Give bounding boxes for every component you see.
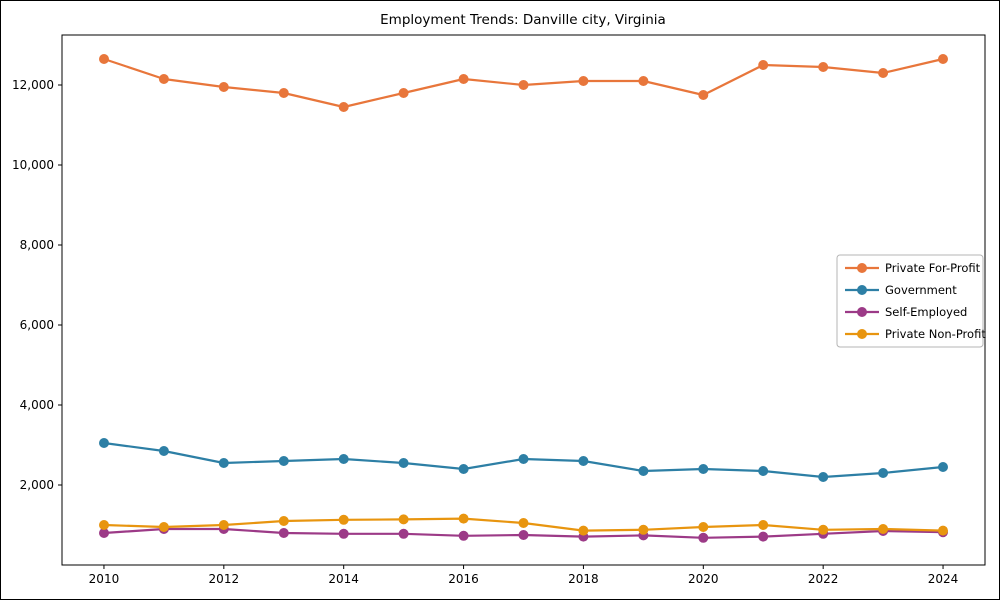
legend-item: Government: [845, 283, 957, 297]
legend-label: Private Non-Profit: [885, 327, 986, 341]
data-point-private-non-profit: [638, 524, 649, 535]
x-tick-label: 2010: [89, 572, 120, 586]
data-point-private-non-profit: [878, 524, 889, 534]
data-point-private-for-profit: [698, 90, 709, 100]
data-point-private-for-profit: [218, 82, 229, 92]
data-point-private-non-profit: [938, 525, 948, 536]
data-point-government: [578, 456, 589, 466]
data-point-private-for-profit: [99, 54, 109, 64]
data-point-private-for-profit: [398, 88, 409, 98]
data-point-private-for-profit: [878, 68, 889, 78]
data-point-private-non-profit: [398, 514, 409, 525]
data-point-private-for-profit: [338, 102, 349, 112]
data-point-government: [338, 454, 349, 464]
legend-box: [836, 254, 984, 348]
x-tick-label: 2012: [209, 572, 240, 586]
data-point-private-non-profit: [818, 524, 829, 535]
data-point-government: [758, 466, 769, 476]
data-point-private-for-profit: [278, 88, 289, 98]
legend-label: Private For-Profit: [885, 261, 981, 275]
y-tick-label: 12,000: [12, 78, 54, 92]
x-tick-label: 2014: [328, 572, 359, 586]
data-point-government: [99, 438, 109, 448]
data-point-private-for-profit: [458, 74, 469, 84]
data-point-government: [218, 458, 229, 468]
data-point-self-employed: [398, 528, 409, 539]
data-point-private-non-profit: [338, 514, 349, 525]
y-tick-label: 8,000: [20, 238, 54, 252]
data-point-private-non-profit: [99, 520, 109, 530]
legend-swatch-marker: [857, 263, 867, 273]
data-point-self-employed: [99, 528, 109, 538]
legend-item: Self-Employed: [845, 305, 967, 319]
y-tick-label: 10,000: [12, 158, 54, 172]
data-point-government: [818, 472, 829, 482]
legend-swatch-marker: [857, 307, 867, 317]
data-point-self-employed: [518, 530, 529, 540]
data-point-private-non-profit: [698, 522, 709, 532]
data-point-private-for-profit: [758, 60, 769, 70]
legend-label: Self-Employed: [885, 305, 967, 319]
data-point-government: [878, 468, 889, 478]
data-point-private-non-profit: [458, 513, 469, 524]
data-point-government: [698, 464, 709, 474]
data-point-private-for-profit: [578, 76, 589, 86]
x-tick-label: 2016: [448, 572, 479, 586]
x-tick-label: 2024: [928, 572, 959, 586]
chart-title: Employment Trends: Danville city, Virgin…: [380, 12, 666, 28]
data-point-private-non-profit: [578, 525, 589, 536]
data-point-private-for-profit: [818, 62, 829, 72]
legend-swatch-marker: [857, 329, 867, 339]
data-point-private-non-profit: [758, 520, 769, 530]
plot-area: 2010 2012 2014 2016 2018 2020 2022 2024 2,000 4,0…: [12, 34, 986, 586]
y-tick-label: 2,000: [20, 478, 54, 492]
data-point-private-for-profit: [938, 54, 948, 64]
legend-swatch-marker: [857, 285, 867, 295]
x-tick-label: 2020: [688, 572, 719, 586]
data-point-government: [458, 464, 469, 474]
data-point-private-non-profit: [158, 522, 169, 532]
data-point-private-non-profit: [518, 518, 529, 528]
data-point-government: [638, 466, 649, 476]
data-point-government: [278, 456, 289, 466]
legend: Private For-Profit Government Self-Employe…: [836, 254, 986, 348]
data-point-self-employed: [758, 531, 769, 542]
legend-label: Government: [885, 283, 957, 297]
data-point-self-employed: [458, 530, 469, 541]
data-point-private-non-profit: [278, 516, 289, 526]
data-point-government: [518, 454, 529, 464]
x-tick-label: 2022: [808, 572, 839, 586]
data-point-government: [398, 458, 409, 468]
y-tick-label: 4,000: [20, 398, 54, 412]
data-point-private-for-profit: [518, 80, 529, 90]
data-point-self-employed: [338, 528, 349, 539]
data-point-private-non-profit: [218, 520, 229, 530]
data-point-private-for-profit: [158, 74, 169, 84]
data-point-self-employed: [698, 532, 709, 543]
plot-border: [61, 34, 986, 566]
y-tick-label: 6,000: [20, 318, 54, 332]
data-point-government: [158, 446, 169, 456]
data-point-private-for-profit: [638, 76, 649, 86]
x-tick-label: 2018: [568, 572, 599, 586]
data-point-self-employed: [278, 528, 289, 538]
data-point-government: [938, 462, 948, 472]
legend-item: Private For-Profit: [845, 261, 981, 275]
legend-item: Private Non-Profit: [845, 327, 986, 341]
